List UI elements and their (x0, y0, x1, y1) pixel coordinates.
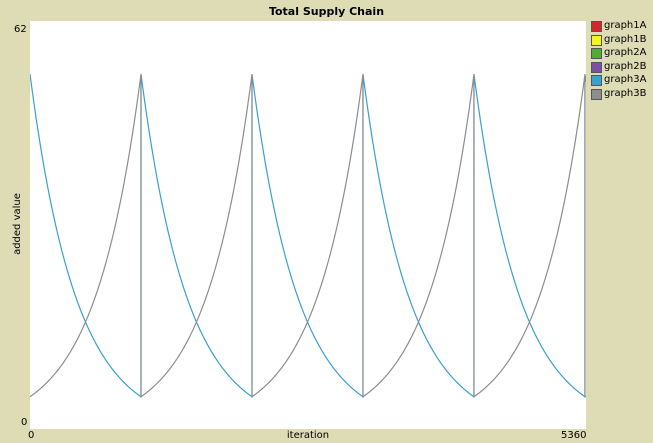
legend-label-graph1B: graph1B (604, 33, 647, 45)
chart-title: Total Supply Chain (268, 5, 385, 18)
legend-swatch-graph2B (591, 61, 602, 73)
y-tick-min: 0 (21, 417, 28, 428)
legend-label-graph2B: graph2B (604, 60, 647, 72)
legend-item-graph3A: graph3A (590, 74, 652, 86)
y-axis-label: added value (12, 193, 23, 255)
legend: graph1A graph1B graph2A graph2B graph3A … (590, 20, 652, 101)
legend-item-graph1B: graph1B (590, 34, 652, 46)
legend-label-graph2A: graph2A (604, 47, 647, 58)
legend-swatch-graph1A (591, 21, 602, 32)
legend-item-graph3B: graph3B (590, 88, 652, 100)
legend-item-graph2B: graph2B (590, 61, 652, 73)
plot-area (30, 21, 586, 429)
legend-item-graph2A: graph2A (590, 47, 652, 59)
legend-label-graph3A: graph3A (604, 74, 647, 85)
legend-label-graph3B: graph3B (604, 87, 647, 99)
series-line-graph3B (30, 74, 586, 398)
x-axis-label: iteration (286, 430, 330, 441)
x-tick-max: 5360 (561, 430, 587, 441)
legend-item-graph1A: graph1A (590, 20, 652, 32)
legend-swatch-graph2A (591, 48, 602, 59)
legend-swatch-graph3B (591, 88, 602, 100)
plot-svg (30, 74, 586, 398)
legend-swatch-graph1B (591, 34, 602, 46)
legend-label-graph1A: graph1A (604, 20, 647, 31)
x-tick-min: 0 (28, 430, 35, 441)
y-tick-max: 62 (14, 24, 27, 35)
series-line-graph3A (30, 74, 586, 398)
legend-swatch-graph3A (591, 75, 602, 86)
